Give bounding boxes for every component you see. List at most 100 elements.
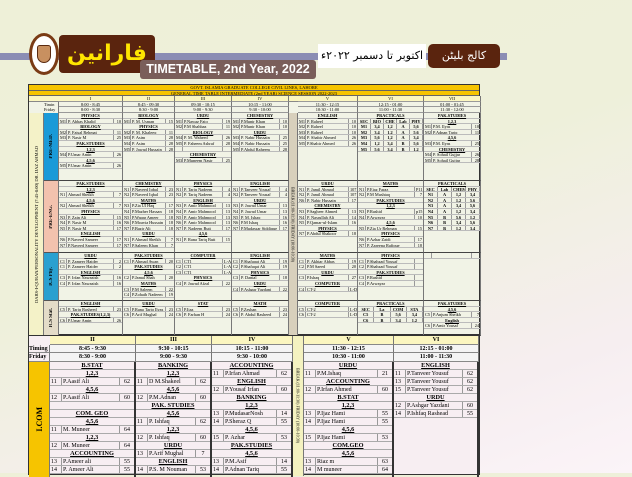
room-number: 13: [282, 208, 287, 214]
subject-heading: PHYSICS: [232, 270, 288, 276]
teacher-row: M3 P. Nasir M 25: [59, 135, 122, 141]
subject-heading: ENGLISH: [232, 181, 288, 187]
subject-heading: ACCOUNTING: [304, 378, 392, 386]
teacher-row: C5 CT-2 L-D: [298, 306, 357, 313]
practical-cell: 1,2: [407, 317, 423, 323]
teacher-name: P.Sagheer Ahmed: [306, 208, 349, 214]
teacher-name: P. Ameer Ali: [62, 465, 120, 473]
teacher-row: N3 P.Rashid p15: [358, 208, 423, 215]
subject-heading: ENGLISH: [59, 301, 122, 307]
section-code: M4: [176, 135, 183, 140]
friday-label: Friday: [44, 107, 59, 113]
teacher-row: N7 P. Nadeem Butt 17: [175, 225, 231, 232]
timetable-cell: PRACTICALS SEC La COM STA C5 B 5,6 3,4 C6 B 3,4 1,2: [358, 301, 424, 336]
section-code: N7: [176, 225, 183, 231]
timetable-cell: URDU N1 P. Jamil Ahmad 107 N2 P. Jamil Ahmad 1…: [298, 181, 358, 253]
teacher-name: P.Rashid: [366, 275, 415, 280]
subject-heading: CHEMISTRY: [123, 181, 174, 187]
room-number: 4: [284, 192, 287, 197]
teacher-row: N7 P.Abdul Shakoor 18: [298, 231, 357, 237]
section-code: M3: [176, 157, 183, 163]
teacher-row: N7 P.Saleem Khan 7: [123, 242, 174, 249]
practical-cell: N5: [424, 214, 438, 220]
teacher-name: P.MudasarNosh: [224, 409, 277, 417]
subject-heading: B.STAT: [304, 394, 392, 402]
teacher-row: N7 P. Zareena Rafique 18: [358, 242, 423, 249]
subject-heading: ENGLISH: [394, 362, 477, 370]
section-code: N1: [359, 186, 366, 192]
teacher-row: 14 P.Ishfaq Rashead 55: [394, 409, 477, 418]
section-code: N3: [176, 203, 183, 208]
subject-heading: 1,2,3: [59, 147, 122, 153]
practical-cell: 3,4: [452, 203, 466, 208]
practical-cell: M5: [358, 146, 371, 152]
room-number: 15: [168, 118, 173, 124]
section-code: M1: [60, 118, 67, 124]
subject-heading: 1,2,3: [136, 370, 210, 378]
practical-cell: 3,4: [466, 225, 480, 231]
teacher-name: P. Jawad Afzal: [183, 280, 223, 286]
room-number: 14: [281, 458, 287, 465]
friday-timing: 9:00 - 9:30: [175, 107, 232, 113]
section-label-icom: I.COM: [29, 361, 50, 477]
timetable-cell: MATHS N1 P.Ejaz Faraz P11 N2 P.M Mushtaq 7 PAK.…: [358, 181, 424, 253]
subject-heading: ENGLISH: [59, 231, 122, 237]
teacher-name: P. Faheem Ashraf: [183, 140, 223, 146]
teacher-name: P.Ijaz: [183, 306, 223, 312]
timetable-cell: URDU C5 P.Rana Tariq Ilyas 23 C6 P.Arif Mugha…: [123, 301, 175, 336]
teacher-name: P. Farhan H: [183, 312, 223, 317]
room-number: 53: [281, 434, 287, 441]
timetable-cell: ENGLISH 11 P.Tanveer Yousuf 62 13 P.Tanveer Y…: [394, 361, 479, 477]
teacher-name: Ahmad Sheikh: [67, 192, 114, 197]
practical-cell: 3,4: [384, 146, 397, 152]
section-code: N2: [176, 192, 183, 197]
teacher-row: C4 P.Ashgar Yazdani 22: [232, 286, 288, 293]
room-number: 18: [168, 208, 173, 214]
teacher-name: P. Asim: [131, 140, 166, 146]
teacher-name: P.Moavia Hussain: [131, 220, 166, 225]
teacher-name: P.Irfan Ahmed: [316, 385, 378, 393]
section-code: N7: [124, 242, 131, 248]
teacher-row: M1 P. Raheel 10: [298, 118, 357, 125]
teacher-row: M5 P.Abdul Raheem 28: [232, 146, 288, 153]
teacher-name: CT1: [183, 258, 223, 264]
subject-heading: 4,5,6: [424, 307, 480, 313]
teacher-name: P.Arwayar: [366, 280, 415, 286]
teacher-row: N3 P. Jawad Umar 13: [232, 203, 288, 209]
teacher-name: P.M.Ishaq: [316, 369, 378, 377]
subject-heading: URDU: [298, 181, 357, 187]
teacher-name: CT-2: [306, 286, 349, 292]
period-number: IV: [212, 336, 293, 345]
teacher-row: N5 P.Waqar Ameer 18: [123, 214, 174, 221]
subject-heading: 4,5,6: [136, 410, 210, 418]
teacher-name: P.Qamar-ul-Islam: [306, 220, 349, 225]
teacher-row: N5 P.Zia Ur Rehman 15: [358, 225, 423, 232]
practical-cell: SEC: [358, 118, 371, 124]
practical-cell: COM: [391, 306, 407, 312]
teacher-name: P.Umar Amin: [67, 317, 114, 323]
room-number: 22: [168, 286, 173, 292]
friday-timing: 8:30 - 9:00: [123, 107, 175, 113]
subject-heading: PRACTICALS: [424, 181, 480, 187]
timing-label: Timing: [29, 344, 50, 353]
teacher-name: P. Nabir Hussain: [306, 197, 349, 203]
magazine-logo-text: فارانین: [59, 35, 155, 73]
room-number: 18: [417, 242, 422, 248]
timetable-cell: URDU 11 P.M.Ishaq 21 ACCOUNTING 12 P.Irfan Ahm…: [304, 361, 394, 477]
section-code: 14: [394, 409, 406, 417]
teacher-row: N6 P. Nabir Hussain 17: [298, 197, 357, 204]
section-code: C3: [299, 275, 306, 280]
timetable-cell: MATHS C1 P. Akhtar Abbas 19 C2 P.M Saeed 20 URD…: [298, 253, 358, 301]
section-code: N5: [359, 225, 366, 231]
teacher-name: M muneer: [316, 465, 378, 473]
section-code: C5: [60, 306, 67, 312]
timetable-cell: PHYSICS C1 P.Shahzad Yousaf C2 P.Shahzad You…: [358, 253, 424, 301]
room-number: 25: [116, 135, 121, 140]
practical-row: SEC Lab CHEM PHY: [424, 186, 480, 193]
subject-heading: URDU: [59, 253, 122, 259]
section-code: 13: [50, 457, 62, 465]
section-code: C2: [176, 264, 183, 269]
room-number: 16: [116, 280, 121, 286]
subject-heading: 4,5,6: [50, 386, 134, 394]
section-code: 12: [50, 393, 62, 401]
